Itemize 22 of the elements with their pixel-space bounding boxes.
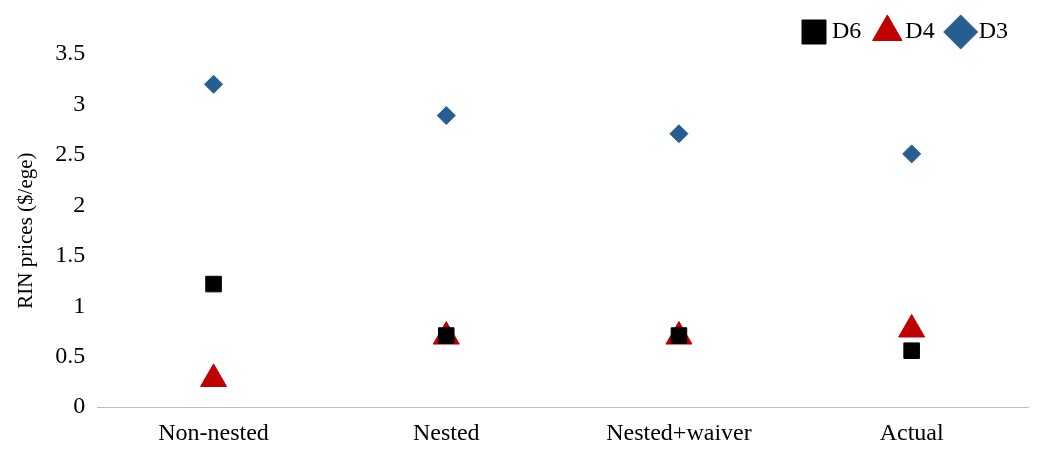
y-tick-label: 2.5 — [55, 140, 86, 167]
y-tick-label: 3.5 — [55, 39, 86, 66]
y-tick-label: 0.5 — [55, 342, 86, 369]
point — [204, 74, 224, 94]
legend-label: D3 — [978, 17, 1009, 44]
x-tick-label: Nested+waiver — [606, 418, 752, 445]
y-tick-label: 2 — [73, 190, 86, 217]
y-tick-label: 1 — [73, 291, 86, 318]
point — [902, 144, 922, 164]
point — [669, 124, 689, 144]
y-tick-label: 3 — [73, 89, 86, 116]
legend-label: D4 — [905, 17, 935, 44]
y-tick-label: 0 — [73, 392, 86, 419]
x-tick-label: Nested — [412, 418, 480, 445]
legend-label: D6 — [832, 17, 862, 44]
point — [898, 314, 926, 338]
x-tick-label: Non-nested — [158, 418, 269, 445]
point — [200, 363, 228, 387]
y-tick-label: 1.5 — [55, 241, 86, 268]
point — [436, 106, 456, 126]
x-tick-label: Actual — [879, 418, 944, 445]
y-axis-title: RIN prices ($/ege) — [13, 152, 38, 309]
